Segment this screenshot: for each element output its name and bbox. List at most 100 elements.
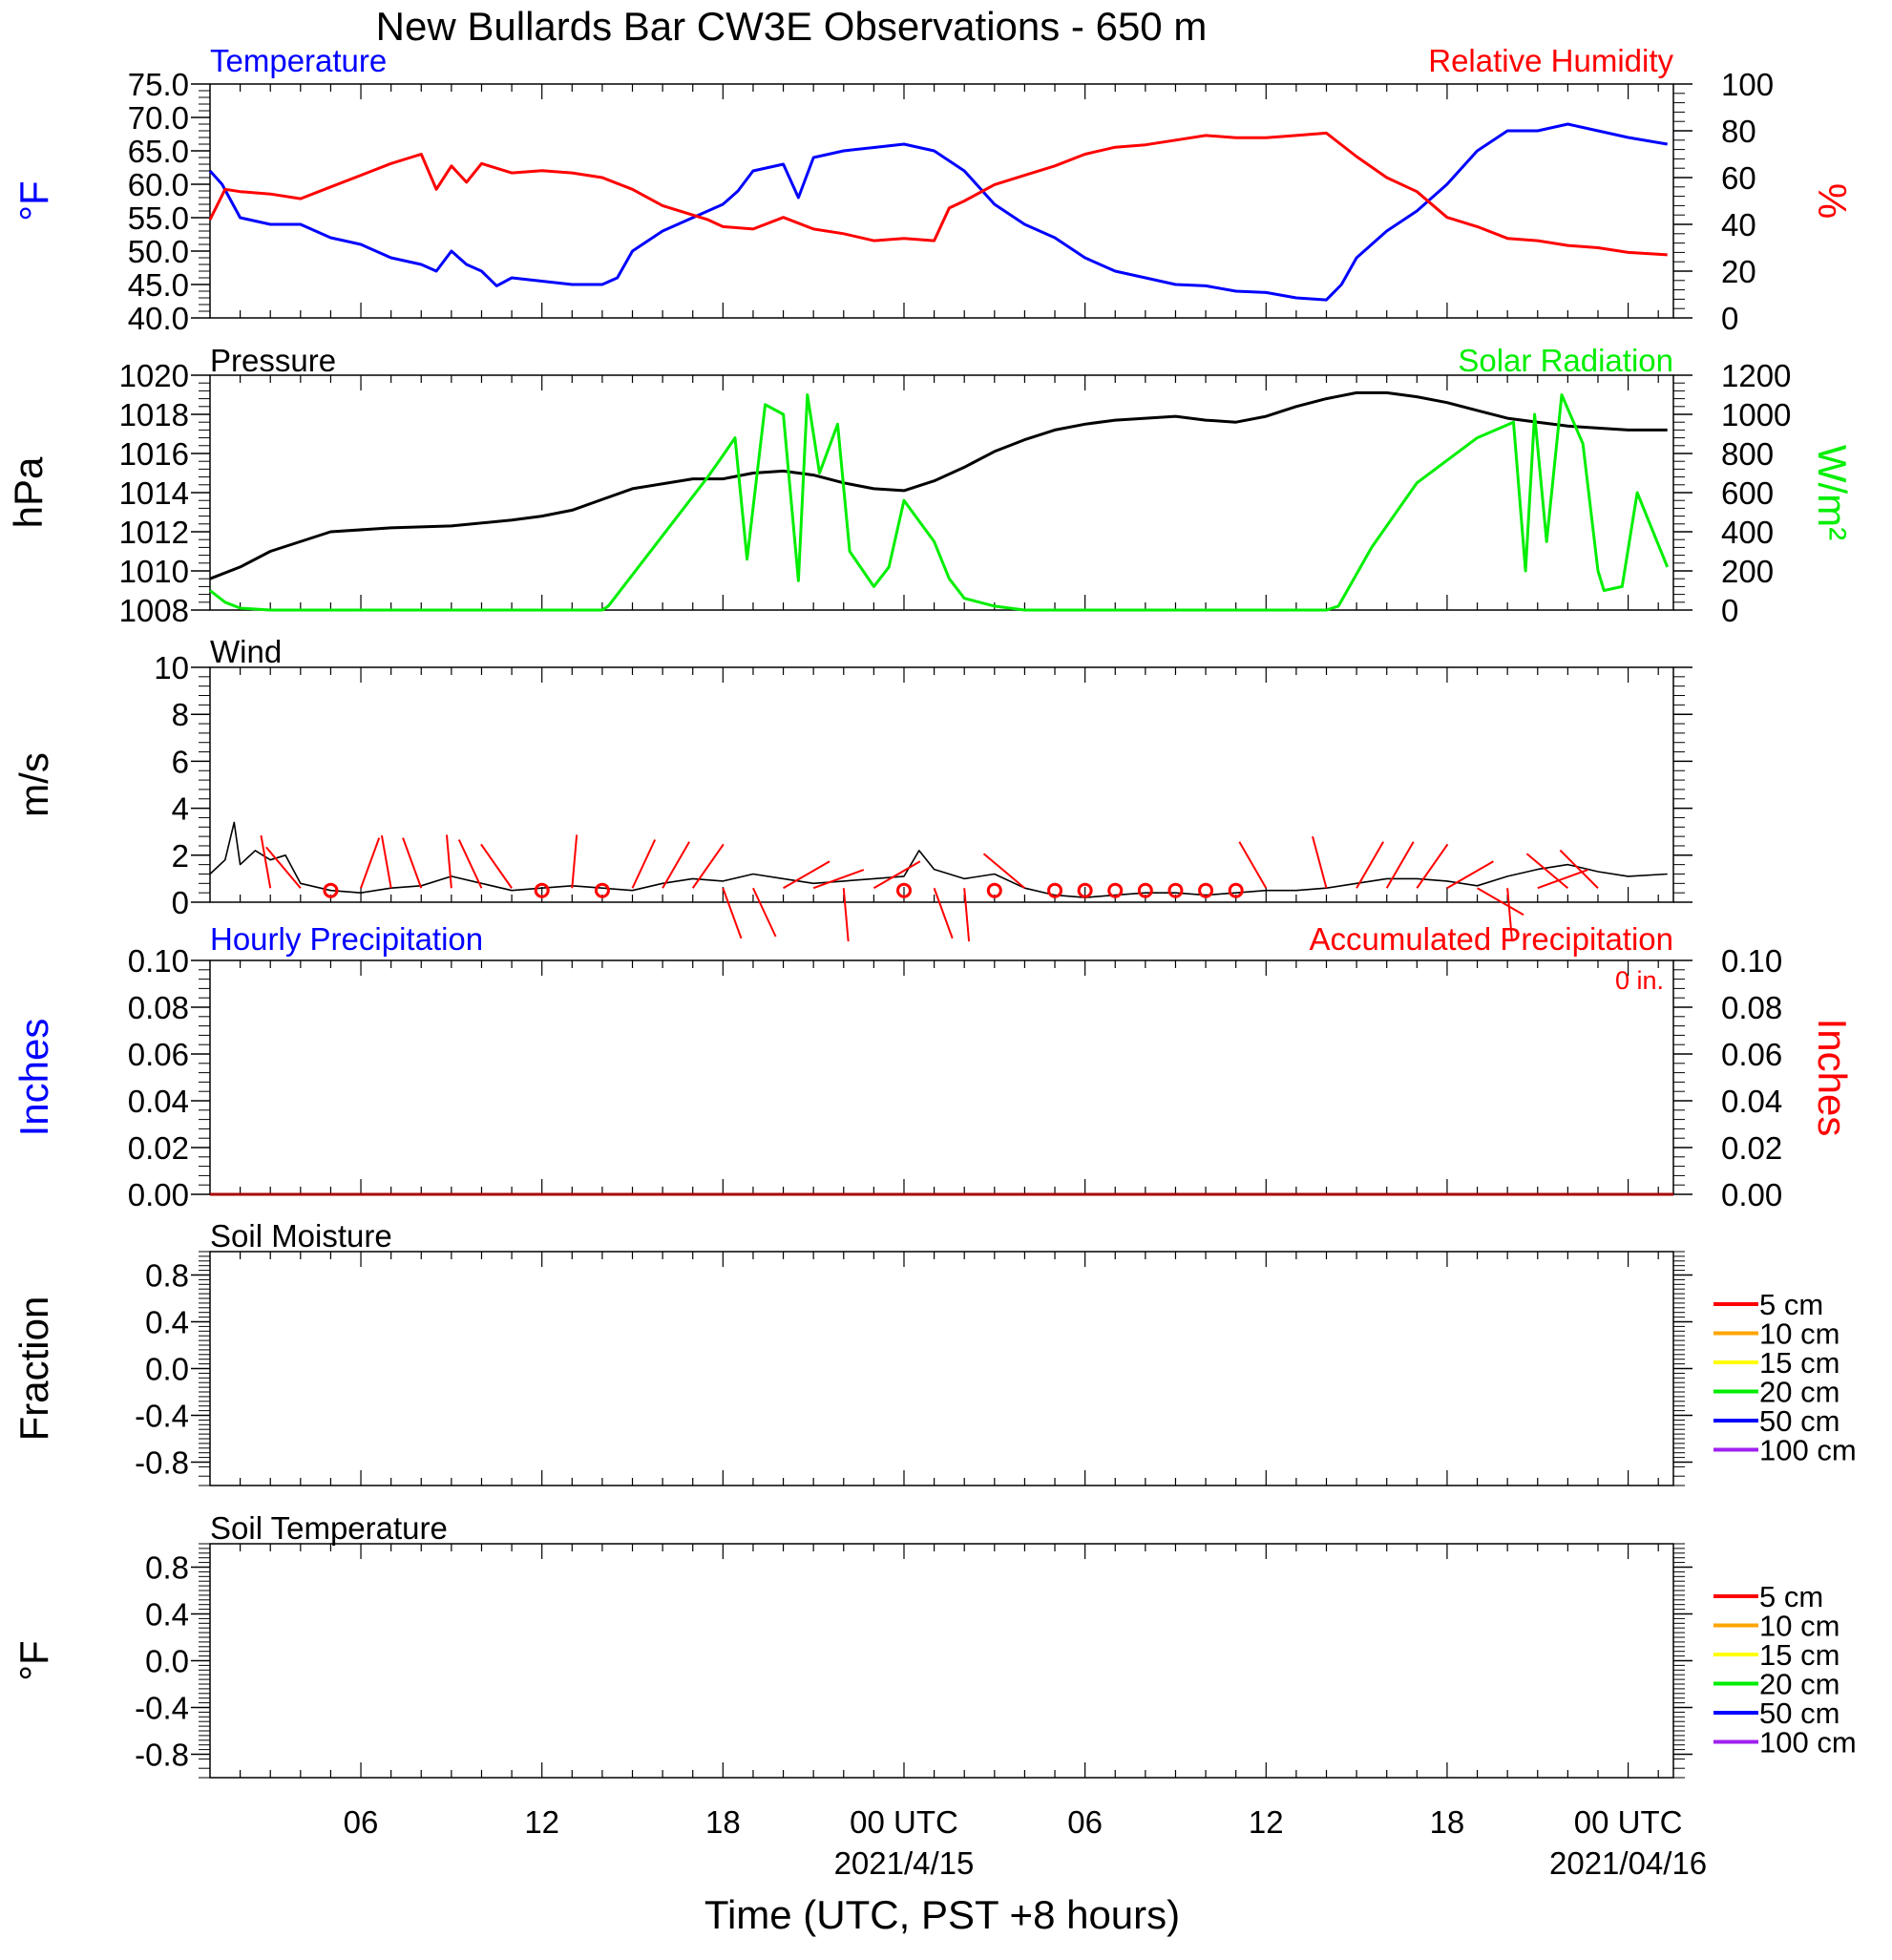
panel-wind: Wind bbox=[210, 634, 282, 669]
y-tick-label-left: 55.0 bbox=[128, 200, 189, 236]
x-tick-label: 06 bbox=[344, 1804, 379, 1840]
wind-barb-staff bbox=[722, 887, 743, 939]
panel-3-frame bbox=[209, 666, 1674, 903]
series-relative-humidity bbox=[208, 131, 1668, 257]
series-pressure bbox=[209, 390, 1668, 580]
y-tick-label-right: 400 bbox=[1721, 515, 1774, 550]
wind-barb-staff bbox=[752, 887, 777, 938]
legend-label: 5 cm bbox=[1759, 1288, 1823, 1321]
x-tick-date-label: 2021/4/15 bbox=[834, 1845, 975, 1881]
wind-barb-calm bbox=[1077, 882, 1093, 898]
wind-barb-staff bbox=[1537, 869, 1588, 890]
y-tick-label-left: 1020 bbox=[119, 358, 189, 393]
panel-soil-temperature: Soil Temperature bbox=[210, 1510, 448, 1546]
wind-barb-staff bbox=[982, 853, 1026, 890]
y-tick-label-right: 0.00 bbox=[1721, 1177, 1782, 1212]
y-axis-label-left: m/s bbox=[11, 752, 56, 817]
panel-2-title-left: Pressure bbox=[210, 343, 336, 378]
wind-barb-calm bbox=[1107, 882, 1124, 898]
wind-barb-calm bbox=[594, 882, 610, 898]
wind-barb-staff bbox=[812, 869, 865, 890]
wind-barb-calm bbox=[986, 882, 1002, 898]
wind-barb-staff bbox=[445, 834, 452, 889]
y-tick-label-right: 0.06 bbox=[1721, 1037, 1782, 1072]
figure-title: New Bullards Bar CW3E Observations - 650… bbox=[376, 4, 1208, 49]
wind-barb-staff bbox=[662, 841, 690, 889]
x-tick-label: 18 bbox=[1430, 1804, 1465, 1840]
panel-1-marks: 40.045.050.055.060.065.070.075.0 0 20 40 60 8… bbox=[11, 67, 1855, 336]
y-tick-label-right: 0.08 bbox=[1721, 990, 1782, 1025]
y-tick-label-left: 1016 bbox=[119, 436, 189, 472]
x-tick-label: 06 bbox=[1067, 1804, 1103, 1840]
y-tick-label-left: 8 bbox=[172, 697, 189, 732]
wind-barb-staff bbox=[1312, 835, 1328, 889]
wind-barb-calm bbox=[1228, 882, 1244, 898]
panel-4-marks: 0.00 0.02 0.04 0.06 0.08 0.10 0.00 0.02 0.04 0.06… bbox=[11, 943, 1855, 1212]
y-tick-label-left: -0.4 bbox=[135, 1691, 189, 1726]
y-tick-label-left: 0.00 bbox=[128, 1177, 189, 1212]
wind-barb-staff bbox=[691, 843, 725, 889]
wind-barb-staff bbox=[457, 839, 483, 889]
y-tick-label-left: 0.04 bbox=[128, 1084, 189, 1119]
wind-barb-staff bbox=[963, 888, 971, 942]
legend-label: 15 cm bbox=[1759, 1346, 1839, 1380]
y-tick-label-right: 200 bbox=[1721, 554, 1774, 589]
y-tick-label-left: 65.0 bbox=[128, 134, 189, 169]
y-tick-label-left: 0.0 bbox=[145, 1352, 189, 1387]
y-tick-label-left: 0.02 bbox=[128, 1130, 189, 1166]
y-tick-label-left: -0.8 bbox=[135, 1738, 189, 1773]
y-tick-label-left: 6 bbox=[172, 744, 189, 779]
y-tick-label-left: -0.4 bbox=[135, 1399, 189, 1434]
y-tick-label-right: 0.10 bbox=[1721, 943, 1782, 979]
y-tick-label-right: 20 bbox=[1721, 254, 1756, 289]
y-tick-label-right: 40 bbox=[1721, 207, 1756, 242]
x-tick-label: 00 UTC bbox=[850, 1804, 958, 1840]
y-tick-label-left: 0.06 bbox=[128, 1037, 189, 1072]
wind-barb-staff bbox=[1238, 841, 1268, 889]
wind-barb-staff bbox=[1446, 860, 1494, 890]
y-axis-label-left: Inches bbox=[11, 1019, 56, 1137]
panel-precipitation: Hourly Precipitation Accumulated Precipi… bbox=[210, 921, 1673, 995]
y-tick-label-left: 60.0 bbox=[128, 167, 189, 202]
wind-barb-staff bbox=[1385, 841, 1415, 889]
y-tick-label-left: 0.8 bbox=[145, 1258, 189, 1294]
series-temperature bbox=[208, 122, 1668, 302]
panel-4-title-right: Accumulated Precipitation bbox=[1309, 921, 1673, 957]
wind-barb-staff bbox=[360, 837, 381, 889]
y-tick-label-right: 0.02 bbox=[1721, 1130, 1782, 1166]
legend-label: 50 cm bbox=[1759, 1404, 1839, 1438]
x-tick-label: 12 bbox=[524, 1804, 559, 1840]
y-tick-label-right: 100 bbox=[1721, 67, 1774, 102]
y-tick-label-left: 1008 bbox=[119, 593, 189, 628]
wind-barb-calm bbox=[1137, 882, 1153, 898]
wind-barbs bbox=[260, 834, 1599, 942]
legend-label: 50 cm bbox=[1759, 1697, 1839, 1730]
y-tick-label-left: 1018 bbox=[119, 397, 189, 432]
wind-barb-staff bbox=[1356, 841, 1384, 889]
x-tick-label: 00 UTC bbox=[1574, 1804, 1683, 1840]
y-tick-label-left: 75.0 bbox=[128, 67, 189, 102]
panel-2-title-right: Solar Radiation bbox=[1458, 343, 1673, 378]
y-tick-label-left: 0.0 bbox=[145, 1644, 189, 1679]
y-axis-label-left: hPa bbox=[6, 456, 51, 528]
wind-barb-staff bbox=[265, 846, 302, 889]
y-tick-label-right: 1000 bbox=[1721, 397, 1791, 432]
y-axis-label-left: °F bbox=[11, 180, 56, 221]
y-tick-label-right: 0 bbox=[1721, 301, 1738, 336]
y-tick-label-left: 70.0 bbox=[128, 100, 189, 136]
panel-5-title-left: Soil Moisture bbox=[210, 1218, 392, 1254]
wind-barb-calm bbox=[1047, 882, 1063, 898]
wind-barb-staff bbox=[872, 860, 921, 890]
panel-4-title-left: Hourly Precipitation bbox=[210, 921, 483, 957]
y-tick-label-left: 45.0 bbox=[128, 267, 189, 303]
wind-barb-staff bbox=[480, 843, 513, 889]
wind-barb-calm bbox=[895, 882, 912, 898]
panel-6-title-left: Soil Temperature bbox=[210, 1510, 448, 1546]
wind-barb-staff bbox=[571, 834, 578, 889]
x-tick-date-label: 2021/04/16 bbox=[1549, 1845, 1707, 1881]
wind-barb-staff bbox=[402, 837, 423, 889]
wind-barb-calm bbox=[534, 882, 550, 898]
